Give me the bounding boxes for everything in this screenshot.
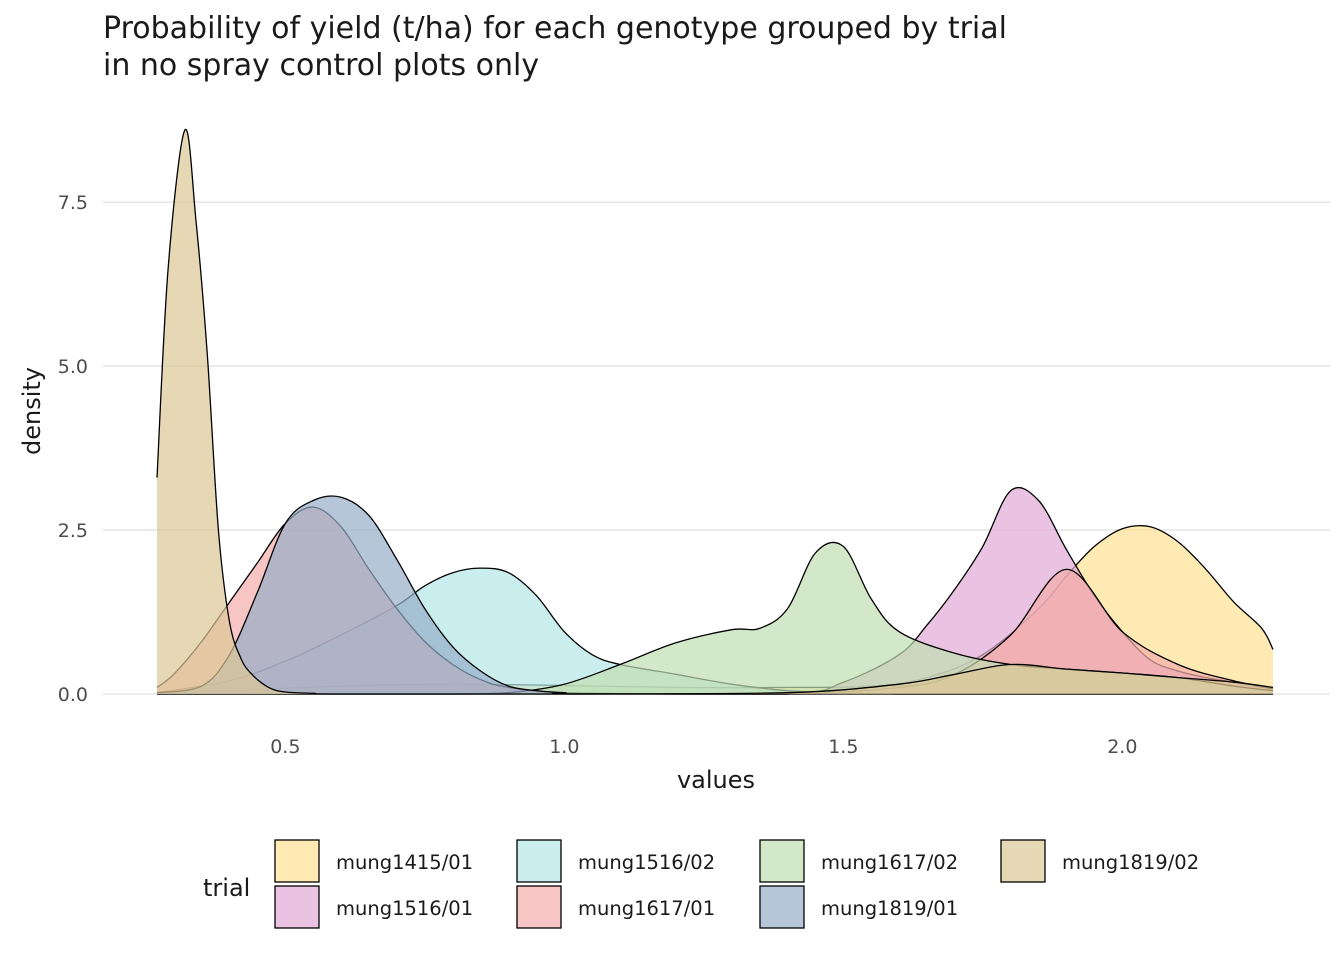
x-axis-ticks: 0.5 1.0 1.5 2.0 [270,736,1137,758]
density-areas [156,128,1274,695]
y-tick-label: 2.5 [58,520,88,542]
x-tick-label: 1.0 [549,736,579,758]
legend-key-mung1516-01 [274,885,320,929]
x-tick-label: 1.5 [828,736,858,758]
legend-label-mung1516-02: mung1516/02 [578,851,715,874]
legend-key-mung1415-01 [274,839,320,883]
y-axis-title: density [18,367,46,455]
density-area-mung1819-01 [157,496,1273,694]
chart-title: Probability of yield (t/ha) for each gen… [103,11,1007,46]
x-tick-label: 0.5 [270,736,300,758]
density-line-mung1819-02 [156,128,1274,695]
legend-label-mung1617-02: mung1617/02 [821,851,958,874]
legend-title: trial [203,874,250,902]
legend-key-mung1819-01 [759,885,805,929]
legend-label-mung1819-01: mung1819/01 [821,897,958,920]
legend-items: mung1415/01 mung1516/01 mung1516/02 mung161… [274,839,1199,929]
density-area-mung1516-01 [157,487,1273,694]
legend-label-mung1516-01: mung1516/01 [336,897,473,920]
legend-key-mung1819-02 [1000,839,1046,883]
legend-key-mung1617-01 [516,885,562,929]
legend-key-mung1617-02 [759,839,805,883]
legend-label-mung1819-02: mung1819/02 [1062,851,1199,874]
y-axis-ticks: 0.0 2.5 5.0 7.5 [58,192,88,706]
legend-label-mung1415-01: mung1415/01 [336,851,473,874]
x-axis-title: values [677,766,755,794]
x-tick-label: 2.0 [1107,736,1137,758]
legend-label-mung1617-01: mung1617/01 [578,897,715,920]
y-tick-label: 0.0 [58,684,88,706]
chart-subtitle: in no spray control plots only [103,48,540,83]
legend-key-mung1516-02 [516,839,562,883]
y-tick-label: 5.0 [58,356,88,378]
legend: trial mung1415/01mung1516/01mung1516/02m… [203,839,1199,929]
y-tick-label: 7.5 [58,192,88,214]
